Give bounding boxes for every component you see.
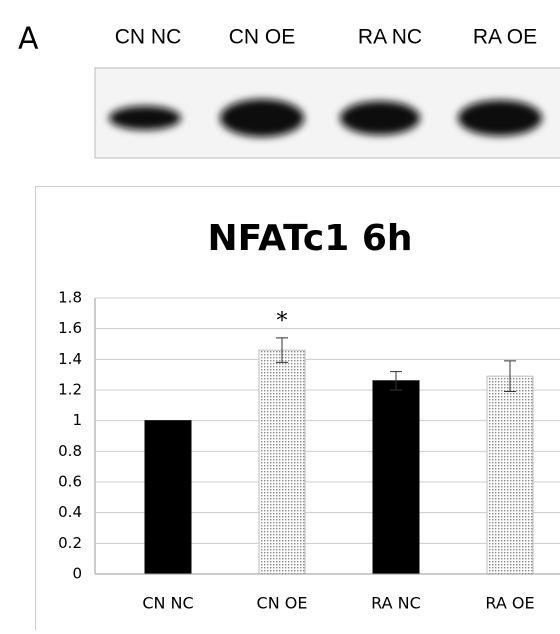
lane-label: RA NC bbox=[358, 26, 422, 49]
x-tick-label: CN NC bbox=[142, 594, 193, 613]
panel-label: A bbox=[18, 22, 39, 57]
y-tick-label: 1.8 bbox=[58, 289, 82, 307]
lane-label: CN NC bbox=[115, 26, 182, 49]
bar bbox=[373, 381, 419, 574]
y-tick-label: 1 bbox=[72, 411, 82, 429]
y-tick-label: 1.4 bbox=[58, 350, 82, 368]
chart-title: NFATc1 6h bbox=[207, 218, 412, 259]
lane-label: CN OE bbox=[229, 26, 296, 49]
bar bbox=[487, 376, 533, 574]
y-tick-label: 0.8 bbox=[58, 442, 82, 460]
y-tick-label: 0.4 bbox=[58, 503, 82, 521]
y-tick-label: 0.6 bbox=[58, 473, 82, 491]
y-tick-label: 1.2 bbox=[58, 381, 82, 399]
annotation: * bbox=[277, 309, 288, 334]
x-tick-label: RA OE bbox=[485, 594, 534, 613]
blot bbox=[95, 68, 560, 158]
y-tick-label: 0.2 bbox=[58, 534, 82, 552]
x-tick-label: RA NC bbox=[371, 594, 421, 613]
lane-label: RA OE bbox=[473, 26, 537, 49]
figure: A CN NC CN OE RA NC RA OE NFATc1 6h 0 0.2… bbox=[0, 0, 560, 630]
y-tick-label: 0 bbox=[72, 565, 82, 583]
bar bbox=[259, 350, 305, 574]
bar bbox=[145, 421, 191, 574]
y-tick-label: 1.6 bbox=[58, 319, 82, 337]
x-tick-label: CN OE bbox=[257, 594, 308, 613]
